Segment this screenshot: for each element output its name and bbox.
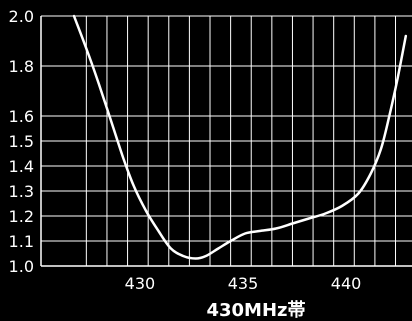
x-tick-label: 440	[331, 274, 362, 293]
y-tick-label: 1.3	[9, 182, 34, 201]
y-axis-labels: 1.0 1.1 1.2 1.3 1.4 1.5 1.6 1.8 2.0	[9, 7, 34, 276]
vswr-curve	[72, 14, 408, 260]
y-tick-label: 1.8	[9, 57, 34, 76]
y-tick-label: 1.5	[9, 132, 34, 151]
y-tick-label: 1.6	[9, 107, 34, 126]
y-tick-label: 1.2	[9, 207, 34, 226]
x-axis-title: 430MHz帯	[206, 299, 305, 321]
x-tick-label: 430	[125, 274, 156, 293]
y-tick-label: 1.1	[9, 232, 34, 251]
y-tick-label: 2.0	[9, 7, 34, 26]
y-tick-label: 1.0	[9, 257, 34, 276]
y-tick-label: 1.4	[9, 157, 34, 176]
chart-grid	[40, 15, 412, 267]
x-axis-labels: 430 435 440	[125, 274, 362, 293]
x-tick-label: 435	[228, 274, 259, 293]
